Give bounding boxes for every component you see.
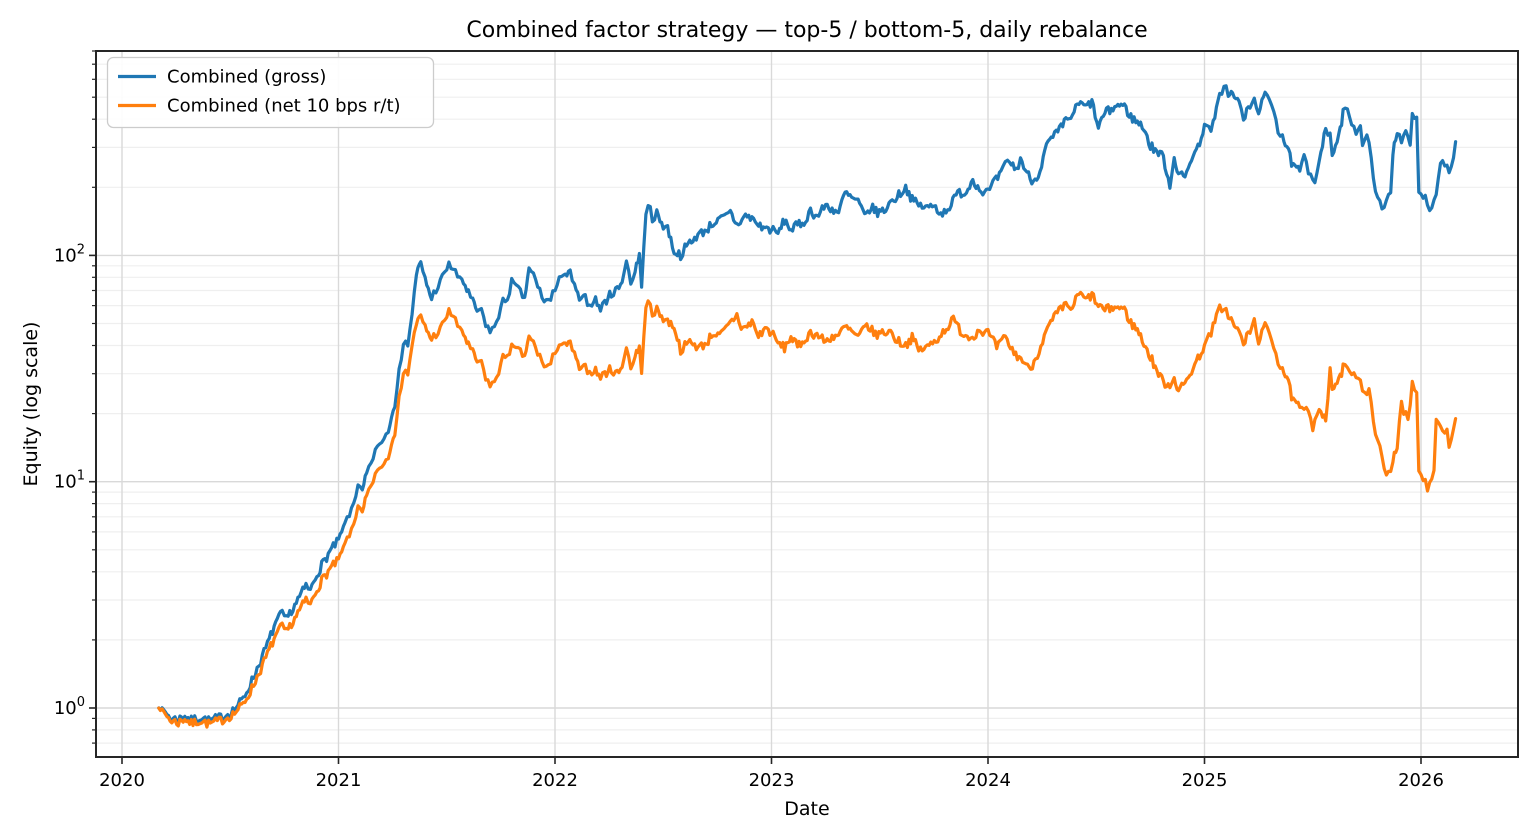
x-tick-label: 2025	[1182, 770, 1228, 791]
x-tick-label: 2022	[532, 770, 578, 791]
series-line-net	[157, 290, 1458, 729]
grid-layer	[96, 50, 1518, 757]
y-tick-label: 100	[54, 695, 85, 719]
y-tick-label: 101	[54, 469, 85, 493]
chart-title: Combined factor strategy — top-5 / botto…	[466, 18, 1147, 43]
x-tick-label: 2024	[965, 770, 1011, 791]
x-tick-label: 2020	[99, 770, 145, 791]
legend-item-gross: Combined (gross)	[118, 67, 326, 88]
legend-label-net: Combined (net 10 bps r/t)	[167, 96, 401, 117]
series-line-gross	[157, 84, 1458, 726]
legend-box	[106, 56, 435, 129]
plot-spines	[95, 50, 1519, 758]
x-axis-label: Date	[784, 798, 829, 820]
y-tick-label: 102	[54, 242, 85, 266]
legend: Combined (gross) Combined (net 10 bps r/…	[106, 56, 435, 129]
legend-item-net: Combined (net 10 bps r/t)	[118, 96, 401, 117]
x-tick-label: 2021	[316, 770, 362, 791]
legend-label-gross: Combined (gross)	[167, 67, 326, 88]
axes-layer: 2020 2021 2022 2023 2024 2025 2026 100 101 102	[54, 50, 1519, 791]
series-layer	[157, 84, 1458, 729]
y-axis-label: Equity (log scale)	[20, 322, 42, 487]
x-tick-label: 2023	[749, 770, 795, 791]
x-tick-label: 2026	[1398, 770, 1444, 791]
